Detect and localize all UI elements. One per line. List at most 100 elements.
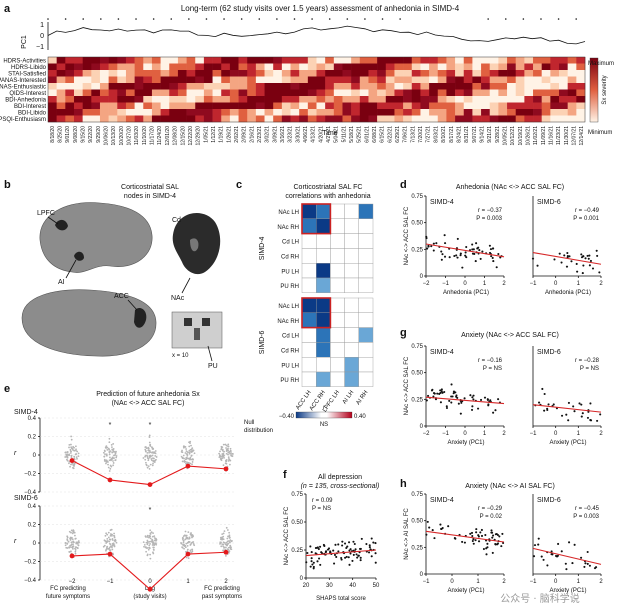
heatmap-cell [429,83,439,90]
fc-cell [316,277,331,294]
scatter-point [474,539,477,542]
null-point [189,458,191,461]
scatter-p: P = 0.003 [573,514,599,520]
xtick-label: 2 [599,431,603,437]
scatter-point [312,567,315,570]
heatmap-cell [160,70,170,77]
heatmap-cell [99,63,109,71]
heatmap-row-label: BDI-Interest [14,104,46,110]
heatmap-cell [533,57,542,64]
slice-blob-center [194,328,200,340]
heatmap-cell [481,102,491,110]
heatmap-cell [576,89,586,97]
panel-f-label: f [283,469,287,481]
null-point [69,536,72,539]
heatmap-cell [429,63,439,71]
heatmap-cell [151,76,161,84]
null-point [225,447,227,449]
null-point [152,457,154,460]
scatter-point [440,250,443,253]
heatmap-cell [446,109,456,116]
null-point [112,449,114,451]
date-tick: 6/01/21 [364,126,370,143]
heatmap-cell [195,89,205,97]
heatmap-cell [108,83,118,90]
panel-c: c Corticostriatal SAL FC correlations wi… [236,179,374,428]
null-point [185,456,188,459]
heatmap-cell [48,57,57,64]
scatter-ylabel: NAc <-> ACC SAL FC [404,206,410,265]
heatmap-cell [264,76,274,84]
null-point [185,556,188,559]
null-point [68,443,71,446]
heatmap-cell [186,109,196,116]
panel-h-label: h [400,478,407,490]
null-point [69,452,72,454]
fc-cell [301,297,317,314]
null-point [71,545,74,548]
fc-cell [330,342,345,358]
null-point [109,467,112,470]
fc-cell [330,248,345,264]
null-point [66,459,69,462]
scatter-point [588,564,591,567]
significance-star [311,18,313,20]
heatmap-cell [524,109,534,116]
fc-cell [301,342,317,358]
panel-d-title: Anhedonia (NAc <-> ACC SAL FC) [456,184,564,191]
scatter-point [580,556,583,559]
date-tick: 9/21/21 [487,126,493,143]
nac-pointer [181,277,191,294]
heatmap-cell [403,70,413,77]
heatmap-cell [143,57,153,64]
heatmap-cell [195,115,205,123]
scatter-point [546,407,549,410]
fc-cell [330,218,345,234]
heatmap-cell [463,83,473,90]
heatmap-cell [472,57,482,64]
heatmap-cell [489,83,499,90]
heatmap-cell [65,83,75,90]
null-point [226,529,229,531]
heatmap-cell [455,76,465,84]
heatmap-colorbar [589,57,599,123]
scatter-point [444,242,447,245]
significance-star [170,18,173,20]
heatmap-cell [541,109,551,116]
heatmap-cell [108,70,118,77]
heatmap-cell [567,96,577,103]
scatter-point [341,544,344,547]
scatter-point [568,541,571,544]
null-point [111,537,114,540]
heatmap-cell [221,83,231,90]
heatmap-cell [160,57,170,64]
heatmap-cell [91,89,101,97]
heatmap-cell [541,70,551,77]
null-point [191,458,194,460]
panel-a: a Long-term (62 study visits over 1.5 ye… [0,3,614,145]
heatmap-cell [238,115,248,123]
lpfc-region [55,219,68,231]
heatmap-cell [472,76,482,84]
scatter-point [447,525,450,528]
heatmap-cell [489,63,499,71]
heatmap-cell [463,102,473,110]
null-point [221,448,224,451]
xtick-label: 1 [577,281,581,287]
heatmap-cell [151,70,161,77]
heatmap-cell [134,115,144,123]
scatter-point [582,255,585,258]
date-tick: 10/26/21 [525,126,531,146]
null-point [64,541,67,544]
heatmap-cell [143,83,153,90]
pc1-axis-label: PC1 [21,35,28,49]
cd-label: Cd [172,217,181,224]
date-tick: 10/20/20 [119,126,125,146]
heatmap-cell [524,76,534,84]
heatmap-cell [472,96,482,103]
heatmap-row-label: PANAS-Enthusiastic [0,85,46,91]
heatmap-cell [498,63,508,71]
watermark: 公众号 · 脑科学说 [500,592,580,605]
heatmap-cell [498,83,508,90]
null-point [72,548,74,550]
